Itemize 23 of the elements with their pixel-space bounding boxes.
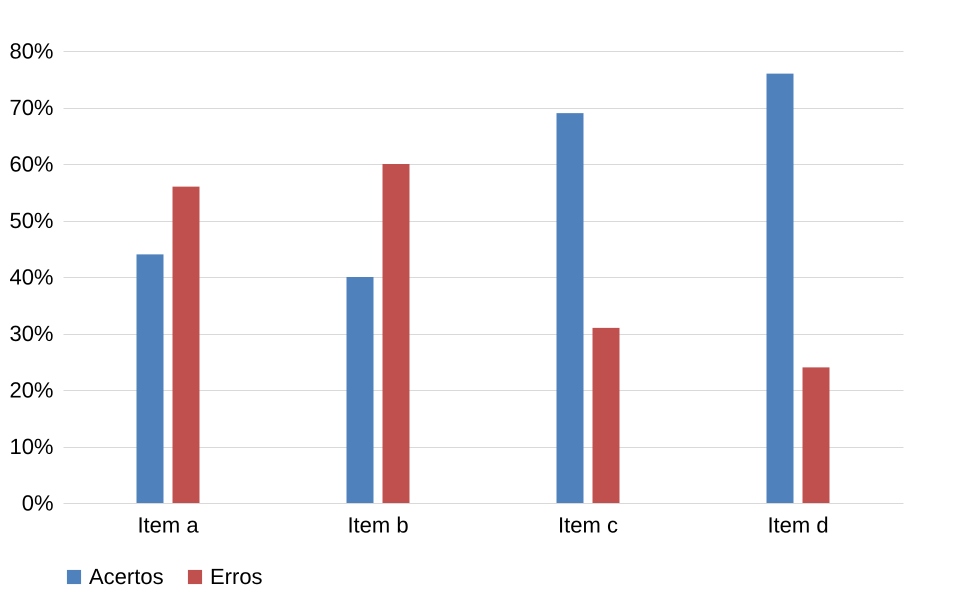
x-tick-label: Item b [347,512,409,538]
bar [802,367,830,503]
y-tick-label: 10% [9,434,54,459]
y-tick-label: 0% [22,490,54,516]
x-tick-label: Item a [137,512,200,538]
x-tick-label: Item d [767,512,829,538]
y-tick-label: 40% [9,264,54,290]
bar [172,186,200,503]
bar [556,113,584,503]
y-tick-label: 60% [9,152,54,176]
bar [346,277,374,503]
bar [766,74,794,503]
bar [382,164,410,503]
y-tick-label: 50% [9,208,54,233]
y-tick-label: 20% [9,378,54,402]
y-tick-label: 30% [9,321,54,346]
legend-label: Erros [210,564,263,589]
x-tick-label: Item c [558,512,618,538]
y-tick-label: 70% [9,95,54,120]
bar [592,328,620,503]
legend-label: Acertos [89,564,164,589]
bar [136,254,164,503]
y-tick-label: 80% [9,38,54,64]
